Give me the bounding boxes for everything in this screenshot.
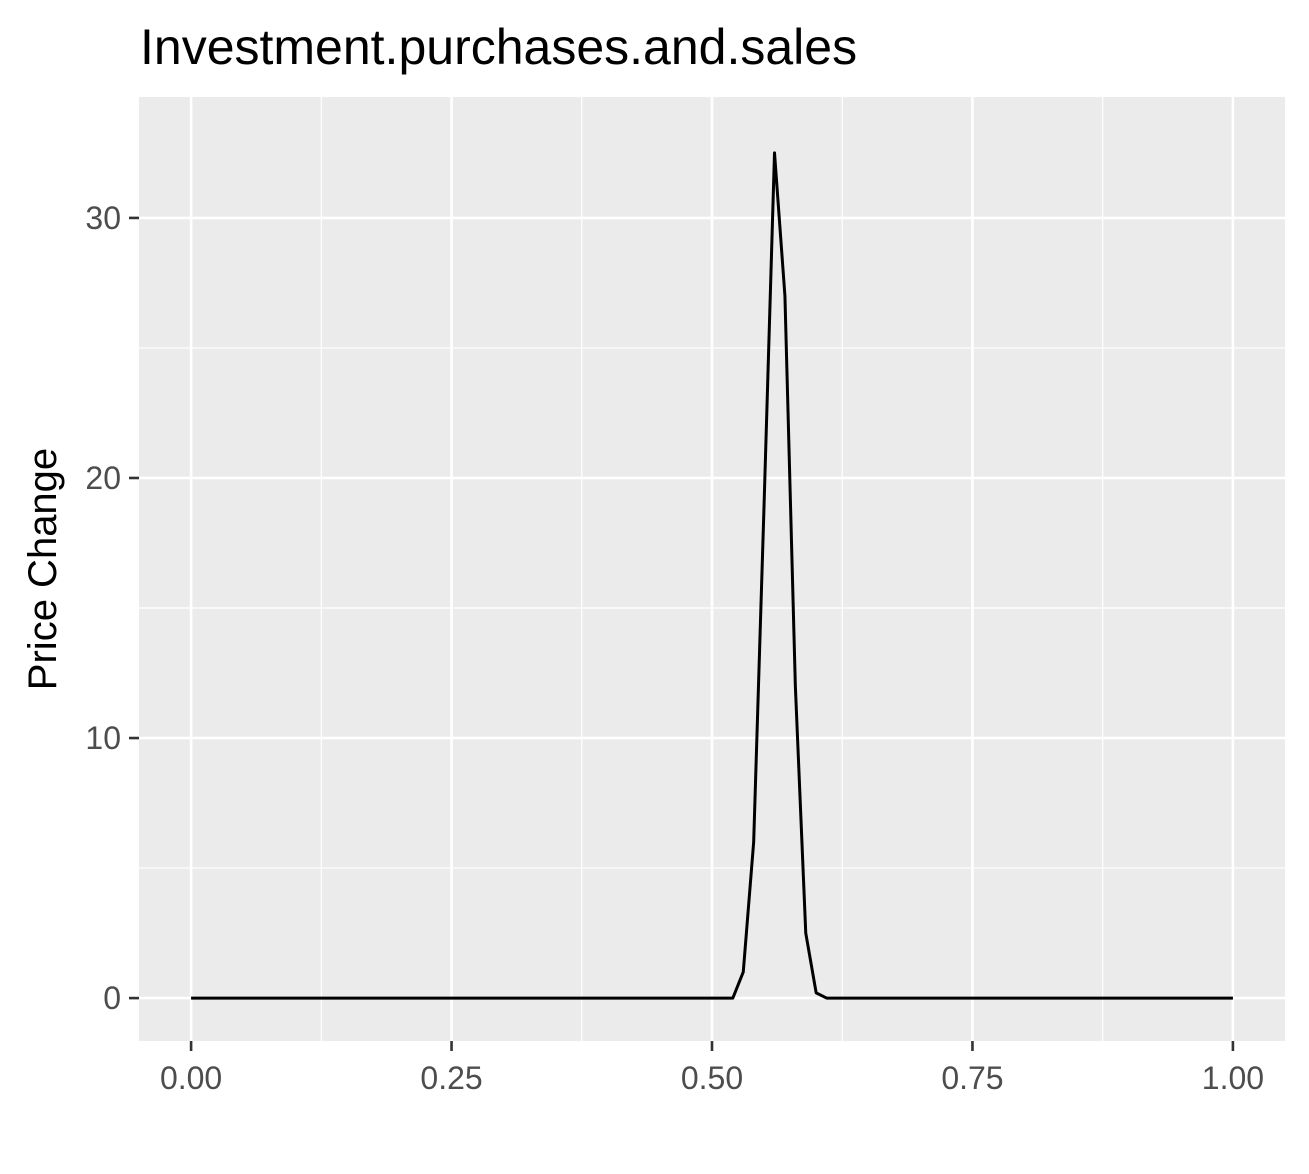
y-tick-label: 0 <box>103 980 121 1016</box>
y-axis: 0 10 20 30 <box>85 200 139 1016</box>
y-tick-label: 30 <box>85 200 121 236</box>
chart-title: Investment.purchases.and.sales <box>140 19 857 75</box>
x-tick-label: 1.00 <box>1202 1060 1264 1096</box>
x-tick-label: 0.75 <box>941 1060 1003 1096</box>
x-tick-label: 0.25 <box>420 1060 482 1096</box>
series-line <box>191 151 1233 1000</box>
y-tick-label: 10 <box>85 720 121 756</box>
major-gridlines <box>139 97 1285 1041</box>
x-tick-label: 0.00 <box>160 1060 222 1096</box>
x-tick-label: 0.50 <box>681 1060 743 1096</box>
x-axis: 0.00 0.25 0.50 0.75 1.00 <box>160 1041 1264 1096</box>
series-layer <box>191 151 1233 1000</box>
y-axis-title: Price Change <box>21 448 65 690</box>
y-tick-label: 20 <box>85 460 121 496</box>
